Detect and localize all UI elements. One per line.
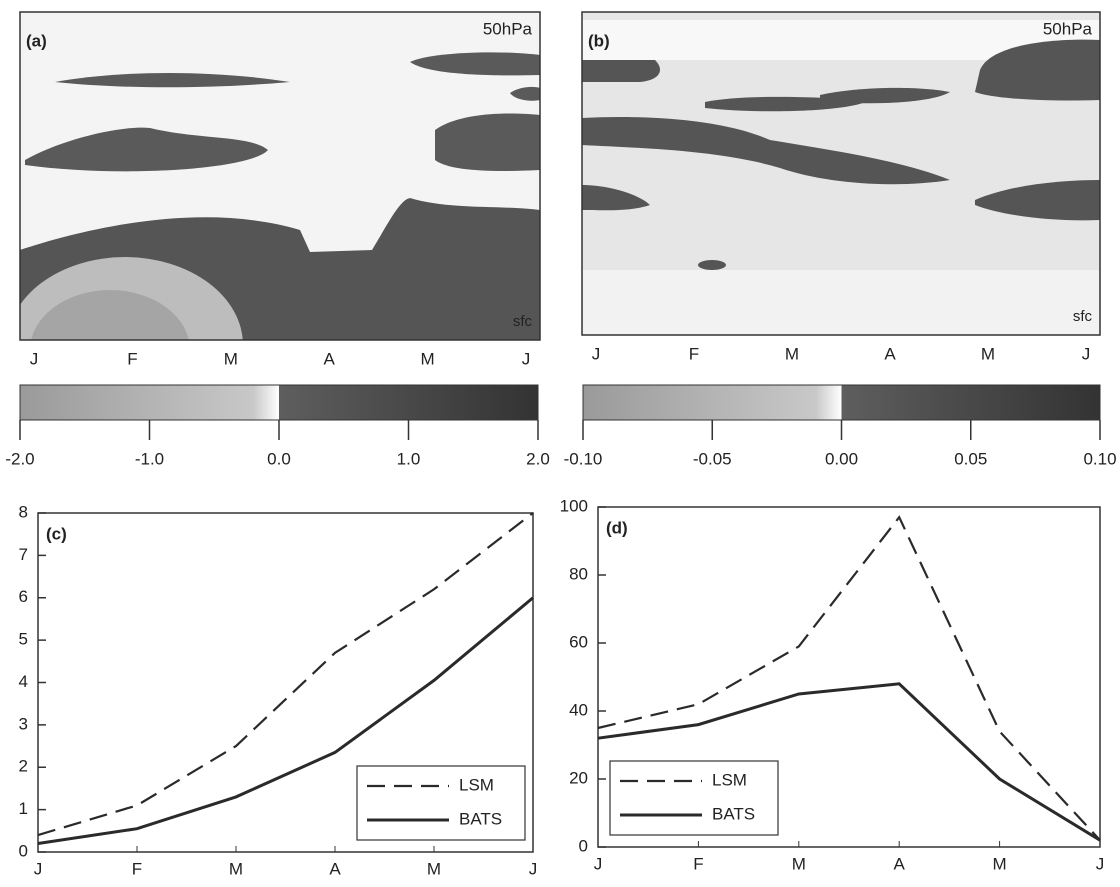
y-tick-label: 0 (579, 836, 588, 855)
colorbar-tick-label: 0.05 (954, 449, 987, 468)
legend-label: LSM (459, 775, 494, 794)
panel-label: (c) (46, 524, 67, 543)
x-tick-label: A (324, 349, 336, 368)
y-tick-label: 4 (19, 672, 28, 691)
y-tick-label: 5 (19, 630, 28, 649)
colorbar-tick-label: 1.0 (397, 449, 421, 468)
heatmap-a-shading (20, 12, 540, 340)
x-tick-label: F (127, 349, 137, 368)
colorbar-tick-label: -2.0 (5, 449, 34, 468)
y-tick-label: 60 (569, 632, 588, 651)
y-tick-label: 80 (569, 564, 588, 583)
heatmap-frame (19, 11, 541, 341)
series-line (597, 515, 1101, 841)
x-tick-label: A (884, 344, 896, 363)
series-line (37, 512, 534, 837)
x-tick-label: F (689, 344, 699, 363)
x-tick-label: M (427, 859, 441, 878)
x-tick-label: A (329, 859, 341, 878)
panel-label: (d) (606, 518, 628, 537)
y-tick-label: 2 (19, 757, 28, 776)
x-tick-label: J (30, 349, 39, 368)
legend-label: LSM (712, 770, 747, 789)
colorbar-tick-label: -1.0 (135, 449, 164, 468)
colorbar-tick-label: 0.0 (267, 449, 291, 468)
series-line (597, 682, 1101, 842)
top-label: 50hPa (1043, 19, 1093, 38)
heatmap-b-shading (582, 12, 1100, 335)
colorbar-tick-label: 0.00 (825, 449, 858, 468)
x-tick-label: J (34, 859, 43, 878)
colorbar (19, 384, 539, 421)
legend-box (609, 760, 779, 836)
x-tick-label: J (522, 349, 531, 368)
heatmap-frame (581, 11, 1101, 336)
x-tick-label: J (1096, 854, 1105, 873)
colorbar-tick-label: -0.10 (564, 449, 603, 468)
x-tick-label: J (594, 854, 603, 873)
bottom-label: sfc (1073, 308, 1093, 325)
y-tick-label: 6 (19, 587, 28, 606)
x-tick-label: F (693, 854, 703, 873)
x-tick-label: M (981, 344, 995, 363)
x-tick-label: M (792, 854, 806, 873)
x-tick-label: F (132, 859, 142, 878)
x-tick-label: M (993, 854, 1007, 873)
panel-label: (a) (26, 31, 47, 50)
y-tick-label: 7 (19, 545, 28, 564)
bottom-label: sfc (513, 313, 533, 330)
x-tick-label: A (894, 854, 906, 873)
legend-box (356, 765, 526, 841)
legend-label: BATS (712, 804, 755, 823)
x-tick-label: M (229, 859, 243, 878)
colorbar-tick-label: 0.10 (1083, 449, 1116, 468)
y-tick-label: 1 (19, 799, 28, 818)
y-tick-label: 40 (569, 700, 588, 719)
y-tick-label: 3 (19, 714, 28, 733)
colorbar-tick-label: 2.0 (526, 449, 550, 468)
x-tick-label: J (529, 859, 538, 878)
top-label: 50hPa (483, 19, 533, 38)
y-tick-label: 20 (569, 768, 588, 787)
legend-label: BATS (459, 809, 502, 828)
x-tick-label: M (224, 349, 238, 368)
x-tick-label: J (592, 344, 601, 363)
x-tick-label: M (785, 344, 799, 363)
colorbar-tick-label: -0.05 (693, 449, 732, 468)
y-tick-label: 0 (19, 841, 28, 860)
y-tick-label: 100 (560, 496, 588, 515)
plot-frame (597, 506, 1101, 848)
panel-label: (b) (588, 31, 610, 50)
x-tick-label: J (1082, 344, 1091, 363)
y-tick-label: 8 (19, 502, 28, 521)
x-tick-label: M (421, 349, 435, 368)
colorbar (582, 384, 1101, 421)
series-line (37, 596, 534, 846)
